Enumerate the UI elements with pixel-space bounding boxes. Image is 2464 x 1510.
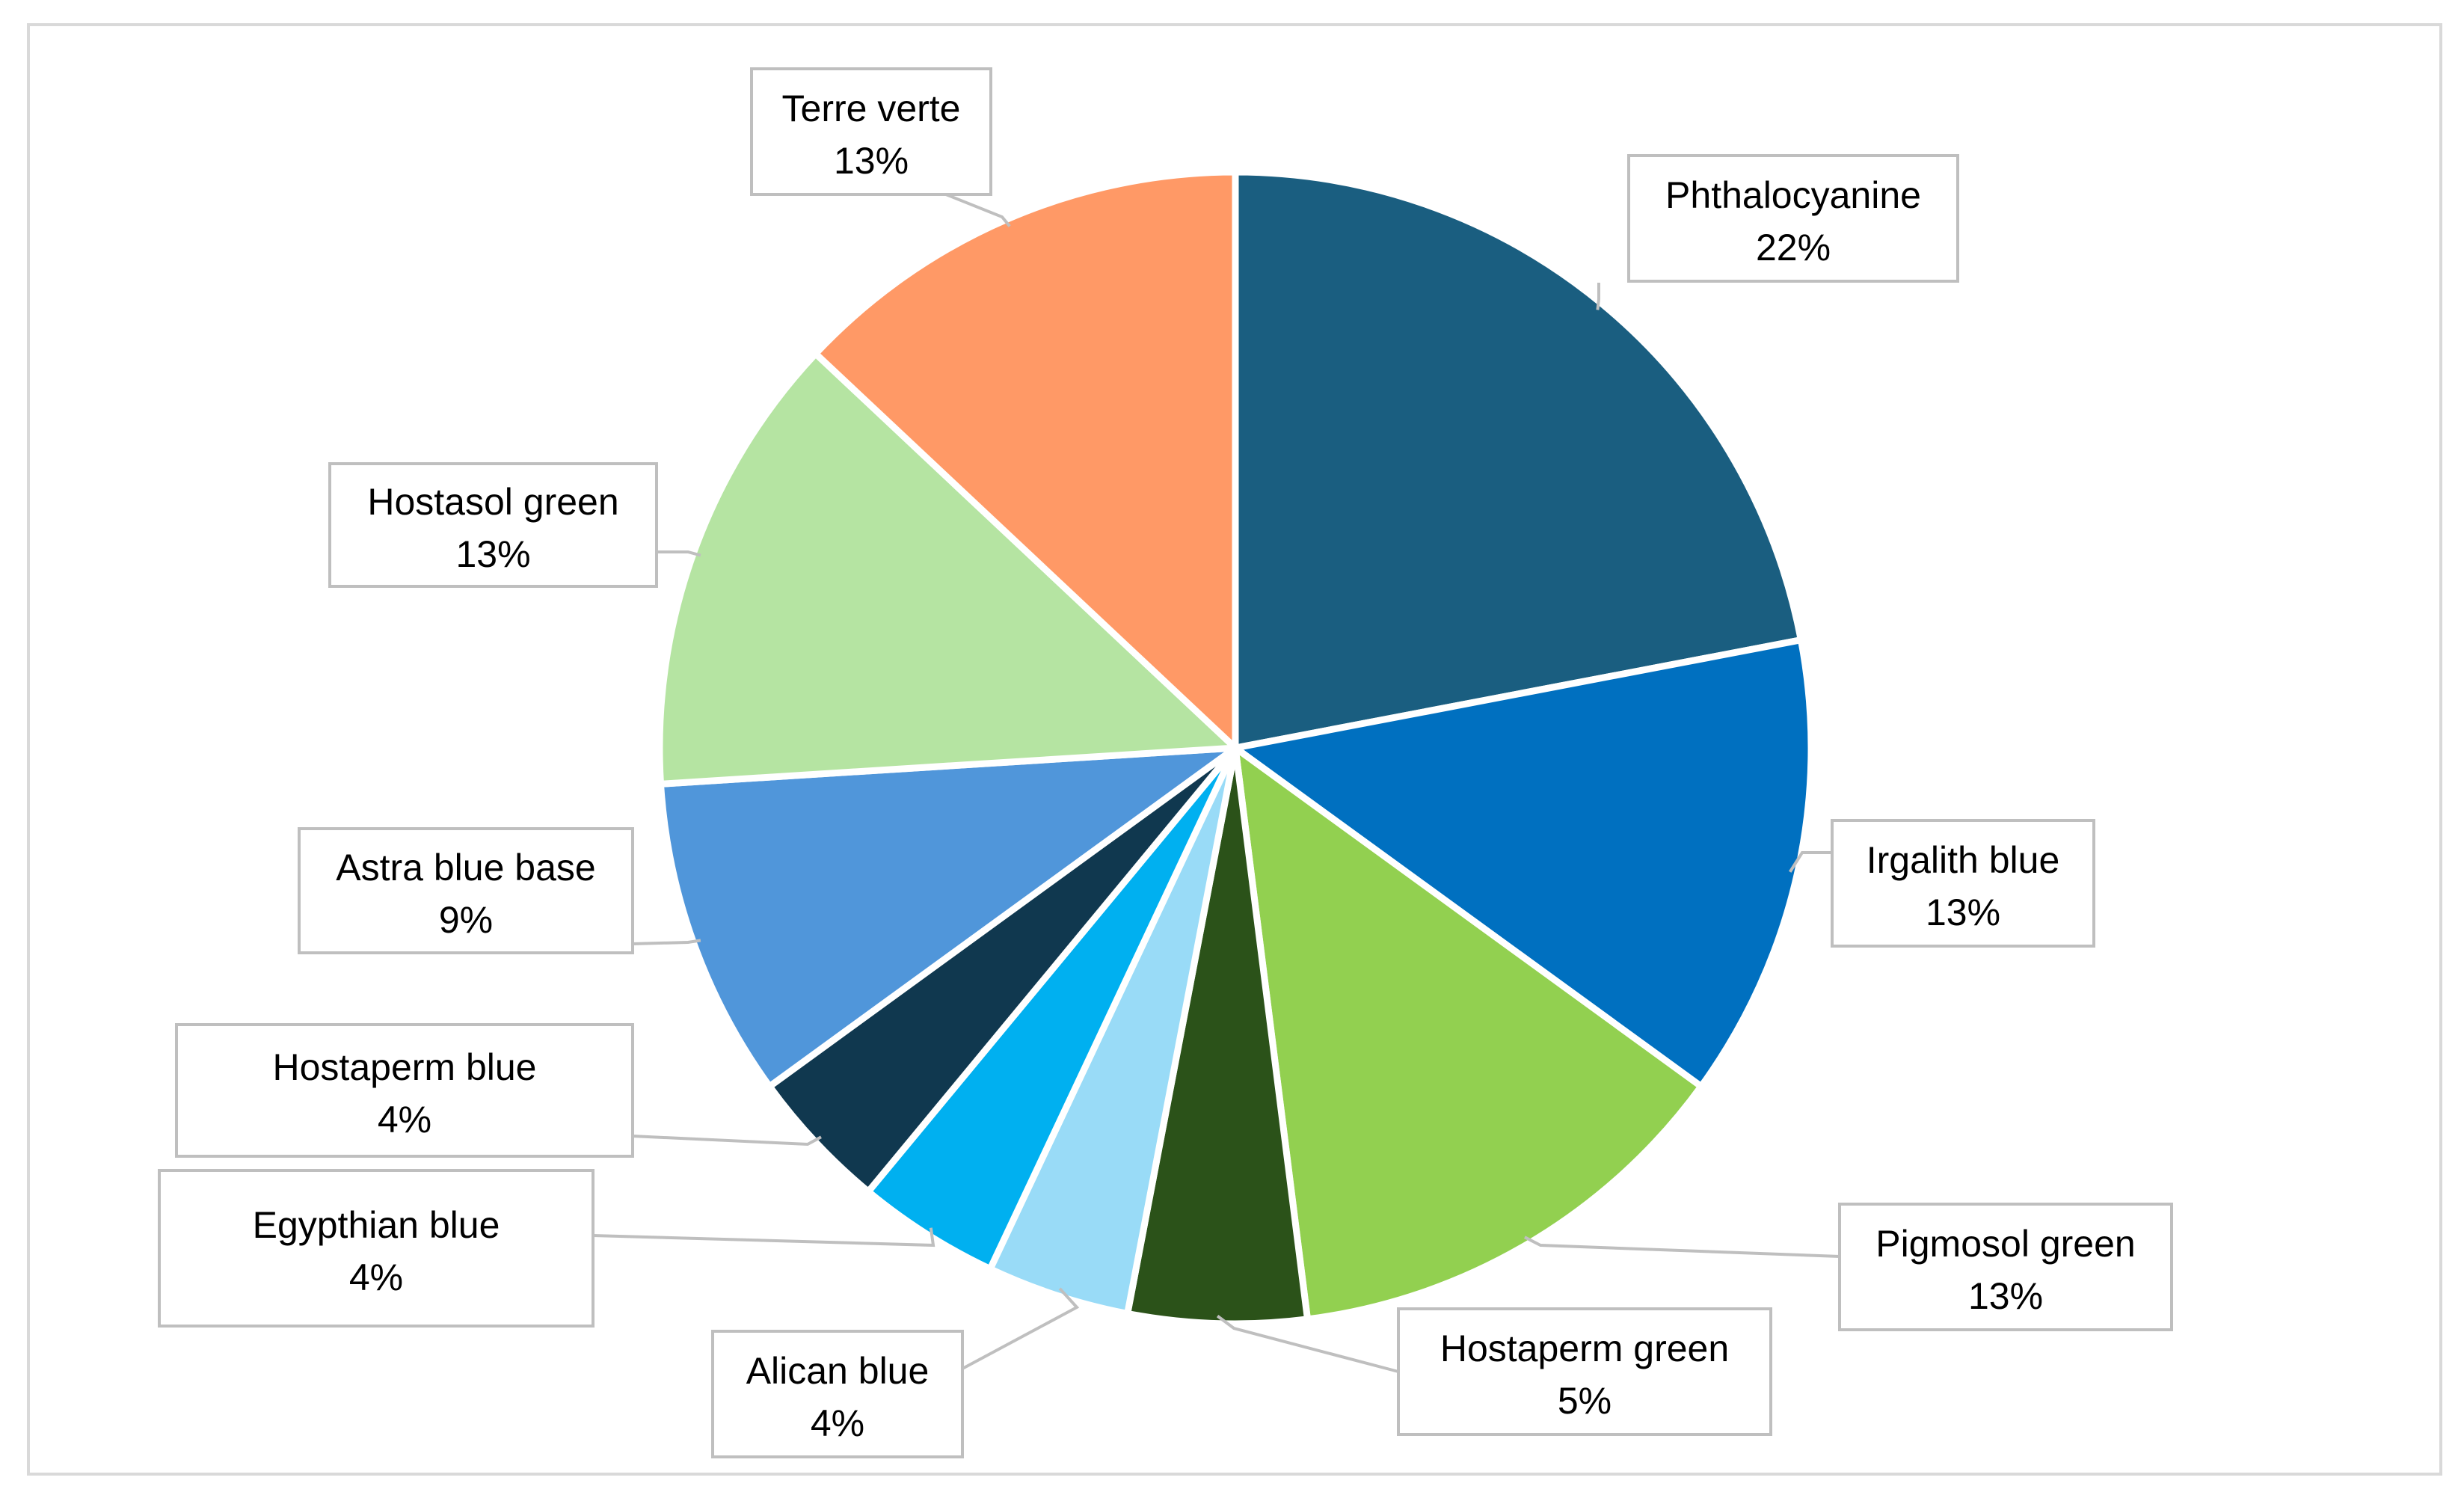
data-label-box bbox=[1831, 819, 2095, 948]
leader-line-irgalith-blue bbox=[1789, 851, 1832, 873]
data-label-percent: 13% bbox=[1968, 1275, 2043, 1317]
data-label-percent: 13% bbox=[834, 140, 909, 182]
data-label-hostasol-green: Hostasol green 13% bbox=[328, 462, 658, 588]
data-label-box bbox=[1627, 154, 1959, 283]
leader-line-hostaperm-blue bbox=[632, 1135, 822, 1147]
data-label-box bbox=[1397, 1307, 1772, 1436]
data-label-category: Hostaperm green bbox=[1440, 1328, 1729, 1369]
pie-slices bbox=[656, 168, 1815, 1328]
data-label-percent: 13% bbox=[455, 533, 530, 575]
data-label-category: Terre verte bbox=[782, 88, 961, 129]
data-label-irgalith-blue: Irgalith blue 13% bbox=[1831, 819, 2095, 948]
data-label-hostaperm-green: Hostaperm green 5% bbox=[1397, 1307, 1772, 1436]
data-label-box bbox=[750, 67, 992, 196]
data-label-box bbox=[711, 1330, 964, 1458]
data-label-category: Phthalocyanine bbox=[1665, 174, 1921, 216]
data-label-hostaperm-blue: Hostaperm blue 4% bbox=[175, 1023, 634, 1158]
data-label-category: Astra blue base bbox=[336, 847, 595, 888]
pie-slice-terre-verte bbox=[812, 168, 1239, 752]
leader-line-hostaperm-green bbox=[1216, 1314, 1399, 1373]
data-label-box bbox=[328, 462, 658, 588]
data-label-pigmosol-green: Pigmosol green 13% bbox=[1838, 1203, 2173, 1331]
leader-line-terre-verte bbox=[945, 193, 1011, 227]
data-label-terre-verte: Terre verte 13% bbox=[750, 67, 992, 196]
pie-slice-pigmosol-green bbox=[1232, 744, 1705, 1323]
data-label-percent: 9% bbox=[439, 899, 493, 941]
pie-slice-phthalocyanine bbox=[1232, 168, 1804, 752]
data-label-alican-blue: Alican blue 4% bbox=[711, 1330, 964, 1458]
data-label-box bbox=[1838, 1203, 2173, 1331]
leader-line-hostasol-green bbox=[657, 550, 701, 557]
data-label-box bbox=[158, 1169, 595, 1328]
data-label-category: Hostasol green bbox=[367, 481, 618, 523]
data-label-category: Pigmosol green bbox=[1875, 1223, 2135, 1265]
data-label-percent: 22% bbox=[1756, 227, 1831, 268]
data-label-box bbox=[298, 827, 634, 954]
data-label-percent: 4% bbox=[378, 1099, 431, 1141]
leader-lines bbox=[592, 193, 1840, 1373]
data-label-box bbox=[175, 1023, 634, 1158]
leader-line-astra-blue-base bbox=[632, 939, 701, 945]
data-label-percent: 5% bbox=[1558, 1380, 1612, 1422]
data-label-category: Hostaperm blue bbox=[273, 1046, 537, 1088]
data-label-percent: 13% bbox=[1926, 891, 2000, 933]
data-label-category: Irgalith blue bbox=[1867, 839, 2060, 881]
pie-slice-hostaperm-green bbox=[1124, 744, 1311, 1328]
pie-slice-irgalith-blue bbox=[1232, 636, 1815, 1090]
data-label-astra-blue-base: Astra blue base 9% bbox=[298, 827, 634, 954]
leader-line-egypthian-blue bbox=[592, 1227, 935, 1247]
data-label-percent: 4% bbox=[349, 1256, 403, 1298]
data-label-percent: 4% bbox=[811, 1402, 864, 1444]
data-label-phthalocyanine: Phthalocyanine 22% bbox=[1627, 154, 1959, 283]
leader-line-phthalocyanine bbox=[1596, 283, 1600, 310]
leader-line-pigmosol-green bbox=[1523, 1236, 1840, 1258]
leader-line-alican-blue bbox=[962, 1287, 1080, 1370]
data-label-category: Alican blue bbox=[746, 1350, 930, 1392]
data-label-category: Egypthian blue bbox=[253, 1204, 500, 1246]
data-label-egypthian-blue: Egypthian blue 4% bbox=[158, 1169, 595, 1328]
